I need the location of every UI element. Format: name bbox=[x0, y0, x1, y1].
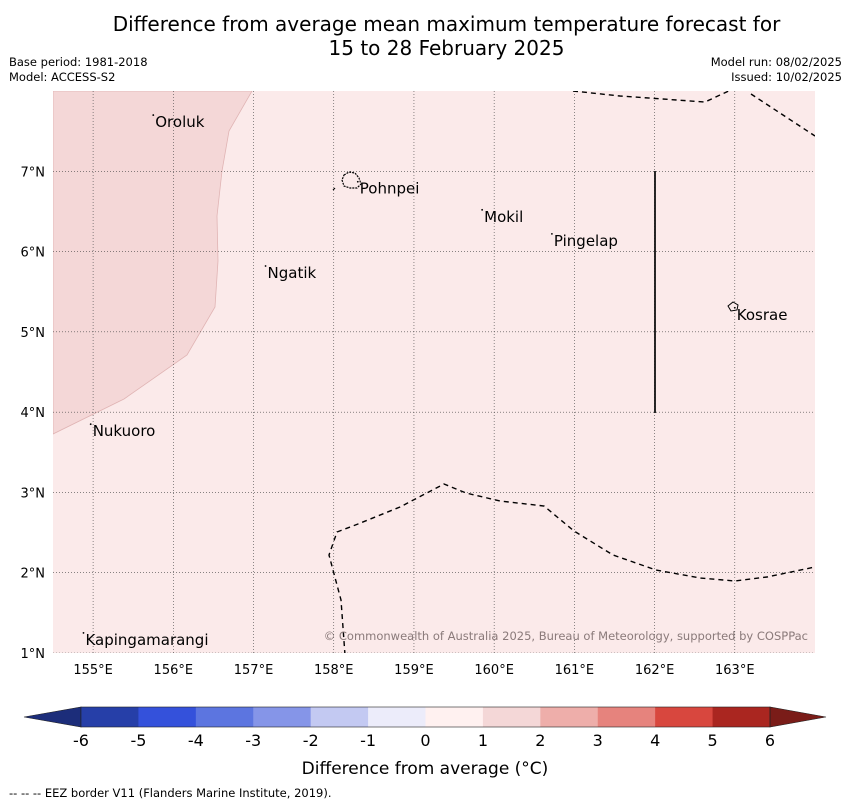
colorbar-boxes bbox=[23, 706, 827, 728]
place-marker bbox=[356, 180, 359, 183]
lat-tick-label: 4°N bbox=[21, 406, 46, 421]
colorbar-tick-label: -5 bbox=[130, 731, 146, 750]
colorbar-box bbox=[712, 707, 771, 727]
colorbar-box bbox=[253, 707, 312, 727]
place-marker bbox=[82, 632, 85, 634]
place-label: Oroluk bbox=[155, 113, 204, 131]
lon-tick-label: 161°E bbox=[555, 663, 595, 678]
colorbar-over-arrow bbox=[769, 706, 827, 728]
lon-tick-label: 158°E bbox=[314, 663, 354, 678]
longitude-labels: 155°E 156°E 157°E 158°E 159°E 160°E 161°E 162°E… bbox=[73, 663, 754, 678]
eez-border-north bbox=[572, 91, 731, 103]
model-run: Model run: 08/02/2025 bbox=[710, 55, 842, 69]
lat-tick-label: 3°N bbox=[21, 486, 46, 501]
colorbar-under-arrow bbox=[23, 706, 82, 728]
lon-tick-label: 156°E bbox=[154, 663, 194, 678]
latitude-labels: 1°N 2°N 3°N 4°N 5°N 6°N 7°N bbox=[21, 165, 46, 662]
colorbar-tick-label: -6 bbox=[73, 731, 89, 750]
colorbar-box bbox=[655, 707, 714, 727]
eez-legend-note: -- -- -- EEZ border V11 (Flanders Marine… bbox=[9, 786, 332, 800]
lon-tick-label: 157°E bbox=[234, 663, 274, 678]
colorbar-box bbox=[425, 707, 484, 727]
place-label: Pohnpei bbox=[360, 180, 420, 198]
lon-tick-label: 163°E bbox=[715, 663, 755, 678]
colorbar-tick-label: -4 bbox=[188, 731, 204, 750]
place-marker bbox=[733, 306, 736, 309]
lat-tick-label: 5°N bbox=[21, 326, 46, 341]
colorbar-box bbox=[138, 707, 197, 727]
colorbar-outline bbox=[80, 706, 771, 728]
eez-border bbox=[328, 91, 815, 653]
colorbar-box bbox=[195, 707, 254, 727]
anomaly-region bbox=[53, 91, 253, 435]
colorbar-tick-label: 0 bbox=[420, 731, 430, 750]
lon-tick-label: 162°E bbox=[635, 663, 675, 678]
place-marker bbox=[89, 423, 92, 426]
meta-left: Base period: 1981-2018 Model: ACCESS-S2 bbox=[9, 55, 148, 85]
colorbar-tick-label: -2 bbox=[303, 731, 319, 750]
eez-border-south bbox=[328, 483, 815, 653]
lon-tick-label: 159°E bbox=[394, 663, 434, 678]
colorbar-box bbox=[597, 707, 656, 727]
place-marker bbox=[481, 208, 484, 211]
colorbar-box bbox=[368, 707, 426, 727]
colorbar-tick-label: 5 bbox=[707, 731, 717, 750]
title-line-2: 15 to 28 February 2025 bbox=[328, 36, 565, 60]
pohnpei-island bbox=[341, 171, 362, 189]
place-label: Ngatik bbox=[268, 264, 317, 282]
issued-date: Issued: 10/02/2025 bbox=[731, 70, 842, 84]
colorbar-tick-label: -1 bbox=[360, 731, 376, 750]
model-name: Model: ACCESS-S2 bbox=[9, 70, 116, 84]
colorbar-tick-label: 1 bbox=[478, 731, 488, 750]
place-marker bbox=[264, 265, 267, 267]
colorbar-box bbox=[482, 707, 541, 727]
lon-tick-label: 155°E bbox=[73, 663, 113, 678]
colorbar-tick-labels: -6 -5 -4 -3 -2 -1 0 1 2 3 4 5 6 bbox=[73, 731, 775, 750]
lon-tick-label: 160°E bbox=[474, 663, 514, 678]
kosrae-island bbox=[727, 301, 739, 312]
map-title: Difference from average mean maximum tem… bbox=[0, 12, 850, 60]
colorbar-box bbox=[81, 707, 139, 727]
place-label: Pingelap bbox=[554, 232, 618, 250]
islet-mark bbox=[332, 187, 336, 191]
eez-border-northeast bbox=[750, 93, 815, 137]
place-marker bbox=[551, 233, 553, 235]
place-label: Mokil bbox=[484, 208, 523, 226]
place-labels: Oroluk Pohnpei Mokil Pingelap Ngatik Kosrae Nu… bbox=[82, 113, 788, 649]
place-label: Kosrae bbox=[737, 306, 788, 324]
colorbar-box bbox=[540, 707, 599, 727]
lat-tick-label: 1°N bbox=[21, 647, 46, 662]
colorbar-tick-label: 4 bbox=[650, 731, 660, 750]
base-period: Base period: 1981-2018 bbox=[9, 55, 148, 69]
colorbar-box bbox=[310, 707, 369, 727]
colorbar: -6 -5 -4 -3 -2 -1 0 1 2 3 4 5 6 Difference from aver… bbox=[23, 706, 827, 779]
copyright-notice: © Commonwealth of Australia 2025, Bureau… bbox=[324, 629, 808, 643]
place-label: Kapingamarangi bbox=[85, 631, 208, 649]
colorbar-tick-label: -3 bbox=[245, 731, 261, 750]
lat-tick-label: 6°N bbox=[21, 246, 46, 261]
lat-tick-label: 2°N bbox=[21, 567, 46, 582]
meta-right: Model run: 08/02/2025 Issued: 10/02/2025 bbox=[711, 55, 842, 85]
place-label: Nukuoro bbox=[93, 422, 156, 440]
colorbar-tick-label: 6 bbox=[765, 731, 775, 750]
colorbar-tick-label: 2 bbox=[535, 731, 545, 750]
title-line-1: Difference from average mean maximum tem… bbox=[112, 12, 781, 36]
lat-tick-label: 7°N bbox=[21, 165, 46, 180]
map: Oroluk Pohnpei Mokil Pingelap Ngatik Kosrae Nu… bbox=[21, 91, 815, 678]
place-marker bbox=[152, 114, 155, 116]
colorbar-tick-label: 3 bbox=[593, 731, 603, 750]
colorbar-label: Difference from average (°C) bbox=[302, 759, 549, 779]
